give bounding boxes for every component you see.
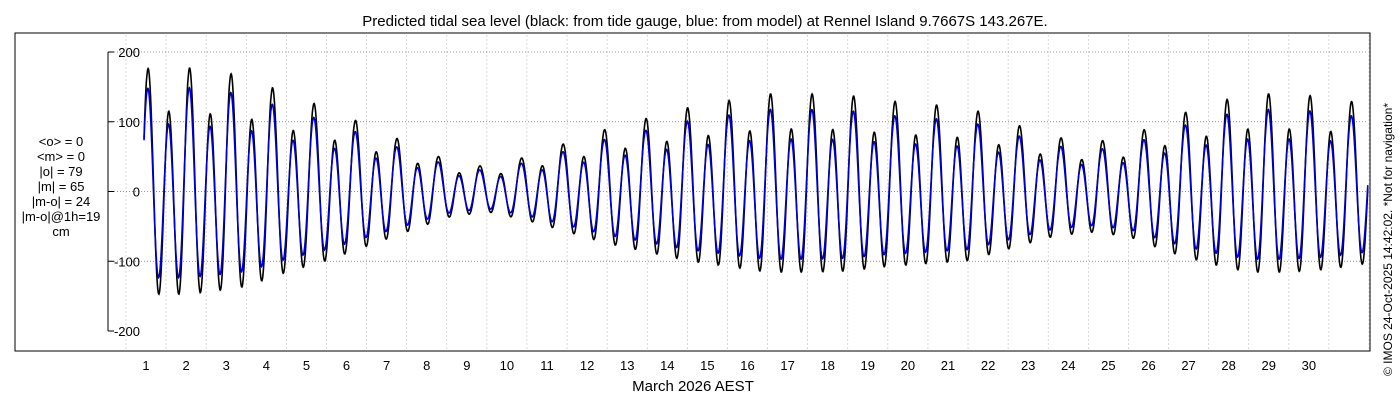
stat-line: <m> = 0 — [37, 149, 85, 164]
x-tick-label: 4 — [263, 358, 270, 373]
x-tick-label: 12 — [580, 358, 594, 373]
x-tick-label: 10 — [500, 358, 514, 373]
x-tick-label: 23 — [1021, 358, 1035, 373]
x-grid — [125, 35, 1370, 349]
x-tick-label: 18 — [820, 358, 834, 373]
series-line-model — [143, 86, 1369, 280]
y-axis-ticks: -200 -100 0 100 200 — [108, 45, 140, 339]
x-tick-label: 7 — [383, 358, 390, 373]
stat-line: |m| = 65 — [38, 179, 85, 194]
stat-line: cm — [52, 224, 69, 239]
x-axis-ticks: 1 2 3 4 5 6 7 8 9 10 11 12 13 14 15 16 17 18 19 20 21 22 23 24 2… — [142, 358, 1316, 373]
x-tick-label: 13 — [620, 358, 634, 373]
x-tick-label: 22 — [981, 358, 995, 373]
x-tick-label: 2 — [183, 358, 190, 373]
x-tick-label: 30 — [1302, 358, 1316, 373]
stat-line: |m-o| = 24 — [32, 194, 90, 209]
y-tick-label: 100 — [118, 115, 140, 130]
x-tick-label: 19 — [861, 358, 875, 373]
x-tick-label: 17 — [780, 358, 794, 373]
x-tick-label: 28 — [1221, 358, 1235, 373]
x-tick-label: 11 — [540, 358, 554, 373]
stat-line: |o| = 79 — [39, 164, 82, 179]
x-tick-label: 5 — [303, 358, 310, 373]
x-tick-label: 15 — [700, 358, 714, 373]
outer-frame — [14, 32, 1371, 352]
x-tick-label: 25 — [1101, 358, 1115, 373]
chart-title: Predicted tidal sea level (black: from t… — [362, 13, 1047, 30]
y-tick-label: 0 — [133, 185, 140, 200]
x-axis-label: March 2026 AEST — [632, 378, 754, 395]
x-tick-label: 8 — [423, 358, 430, 373]
x-tick-label: 3 — [223, 358, 230, 373]
x-tick-label: 24 — [1061, 358, 1075, 373]
x-tick-label: 21 — [941, 358, 955, 373]
x-tick-label: 1 — [142, 358, 149, 373]
x-tick-label: 14 — [660, 358, 674, 373]
x-tick-label: 26 — [1141, 358, 1155, 373]
x-tick-label: 20 — [901, 358, 915, 373]
stat-line: |m-o|@1h=19 — [22, 209, 101, 224]
x-tick-label: 29 — [1262, 358, 1276, 373]
x-tick-label: 27 — [1181, 358, 1195, 373]
x-tick-label: 9 — [463, 358, 470, 373]
x-tick-label: 16 — [740, 358, 754, 373]
y-tick-label: 200 — [118, 45, 140, 60]
credit-note: © IMOS 24-Oct-2025 14:42:02. *Not for na… — [1381, 103, 1395, 376]
stat-line: <o> = 0 — [39, 134, 83, 149]
statistics-panel: <o> = 0<m> = 0|o| = 79|m| = 65|m-o| = 24… — [22, 134, 101, 239]
y-tick-label: -200 — [114, 324, 140, 339]
y-tick-label: -100 — [114, 254, 140, 269]
x-tick-label: 6 — [343, 358, 350, 373]
